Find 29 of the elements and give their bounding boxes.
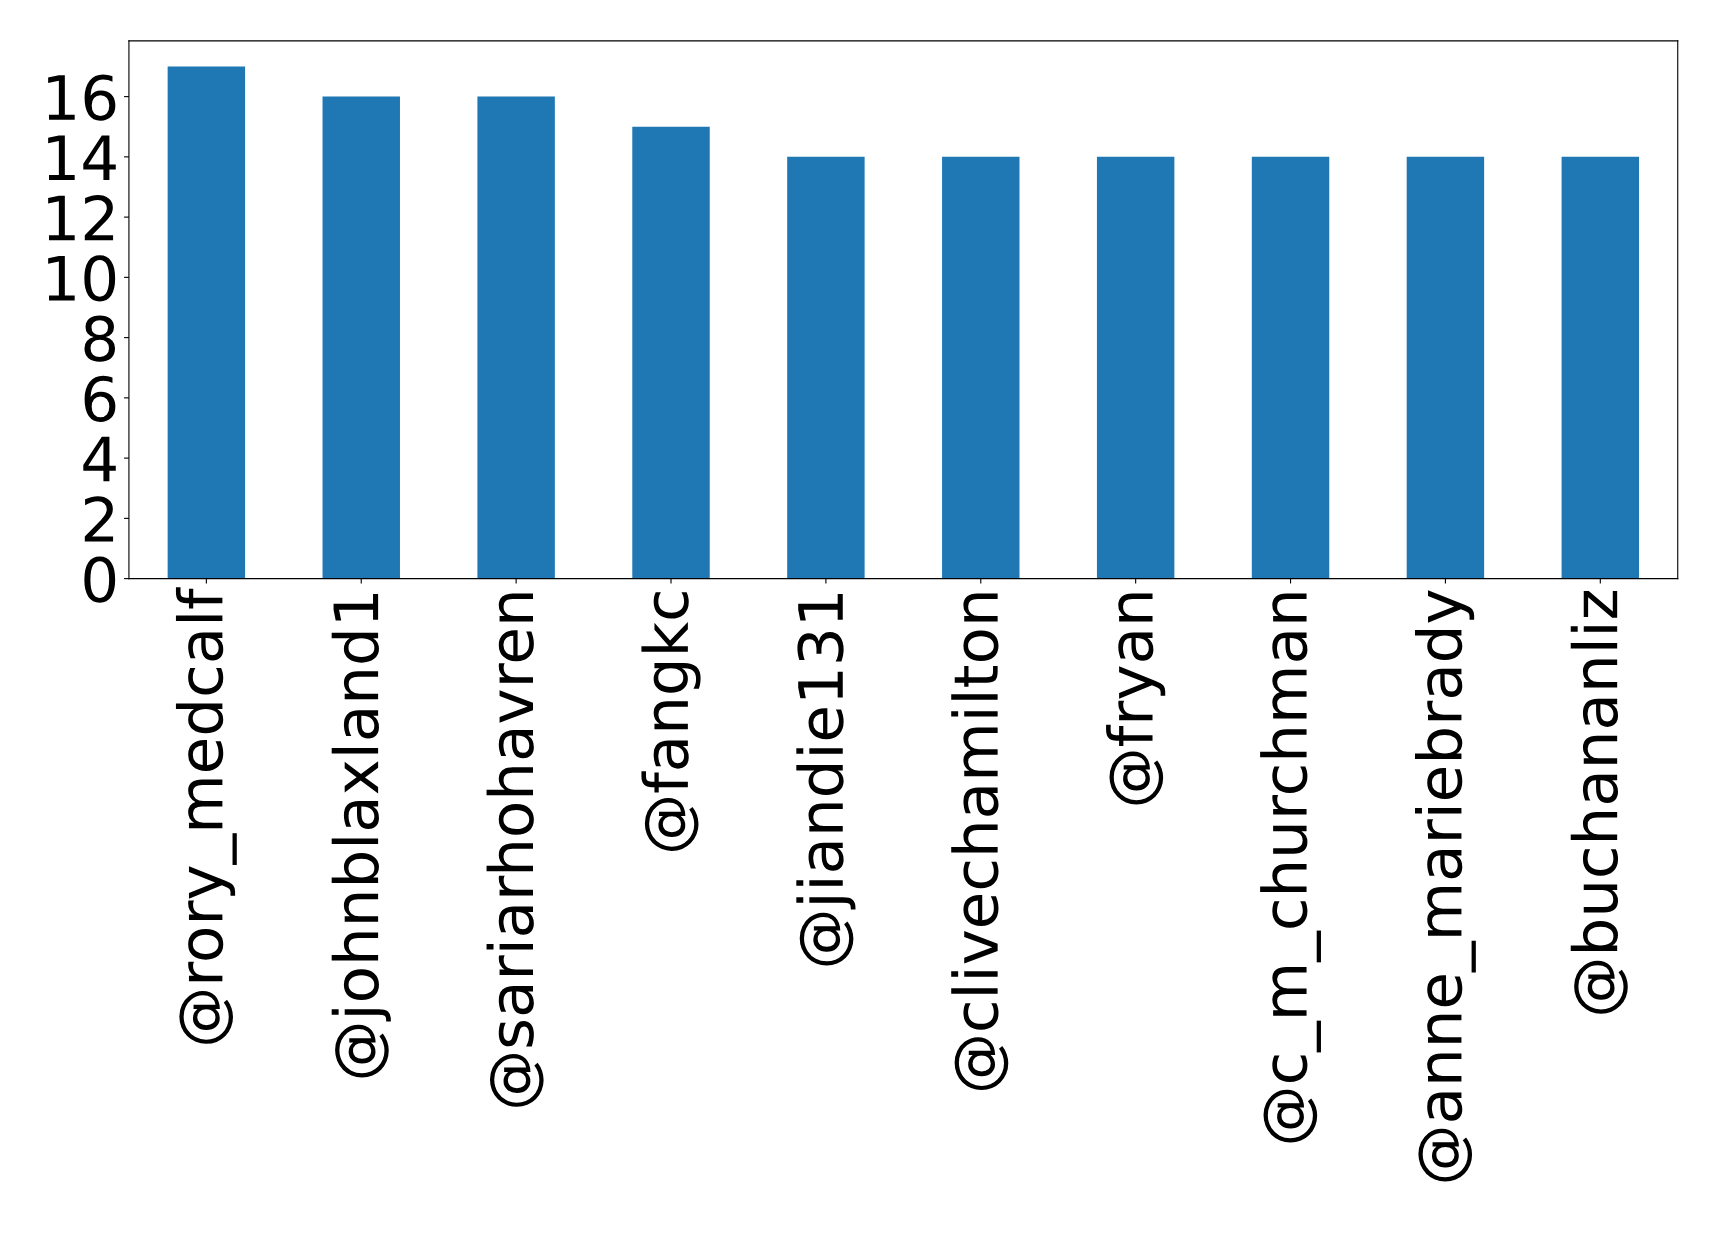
x-tick-label: @sariarhohavren: [486, 593, 544, 1107]
bar: [1251, 156, 1330, 579]
y-tick-label: 6: [84, 375, 116, 422]
bar: [1406, 156, 1485, 579]
y-tick-label: 14: [48, 135, 116, 181]
x-tick-label: @c_m_churchman: [1260, 593, 1321, 1143]
y-tick-label: 16: [48, 74, 116, 121]
bar: [322, 96, 400, 579]
bar: [1096, 156, 1175, 579]
bar: [167, 66, 246, 579]
x-tick-label: @buchananliz: [1570, 590, 1628, 1014]
x-tick-label: @fryan: [1106, 593, 1166, 805]
x-tick-label: @johnblaxland1: [331, 593, 391, 1078]
y-tick-label: 10: [48, 255, 116, 302]
bar: [632, 126, 710, 579]
y-tick-label: 4: [83, 436, 116, 482]
x-tick-label: @rory_medcalf: [175, 587, 237, 1044]
x-tick-label: @jiandie131: [796, 593, 856, 966]
y-tick-label: 0: [84, 556, 116, 603]
bar: [787, 156, 865, 579]
y-tick-label: 8: [84, 315, 116, 362]
x-tick-label: @anne_mariebrady: [1415, 590, 1476, 1182]
bar: [477, 96, 555, 579]
bar: [1561, 156, 1640, 579]
x-tick-label: @fangkc: [641, 592, 701, 851]
y-tick-label: 2: [84, 496, 114, 542]
bar: [942, 156, 1020, 579]
y-tick-label: 12: [48, 194, 114, 241]
x-tick-label: @clivechamilton: [951, 593, 1009, 1091]
